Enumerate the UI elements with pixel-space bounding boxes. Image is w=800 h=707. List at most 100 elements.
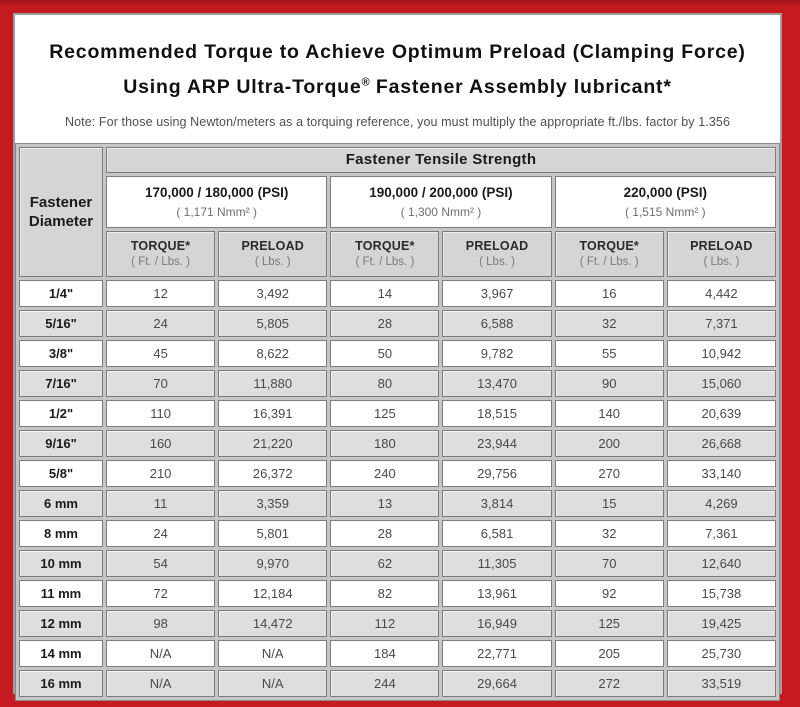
preload-190-cell: 9,782: [442, 339, 552, 367]
torque-190-cell: 112: [330, 609, 440, 637]
torque-170-cell: 24: [106, 519, 216, 547]
diameter-cell: 7/16": [19, 369, 103, 397]
torque-170-cell: 210: [106, 459, 216, 487]
torque-220-cell: 90: [554, 369, 664, 397]
torque-170-cell: N/A: [106, 669, 216, 697]
preload-190-cell: 22,771: [442, 639, 552, 667]
torque-190-cell: 244: [330, 669, 440, 697]
torque-220-cell: 55: [554, 339, 664, 367]
title-line-1: Recommended Torque to Achieve Optimum Pr…: [49, 41, 746, 63]
torque-header-220: TORQUE* ( Ft. / Lbs. ): [554, 230, 664, 277]
preload-220-cell: 10,942: [666, 339, 776, 367]
preload-220-cell: 33,140: [666, 459, 776, 487]
torque-170-cell: 45: [106, 339, 216, 367]
preload-220-cell: 25,730: [666, 639, 776, 667]
preload-190-cell: 23,944: [442, 429, 552, 457]
preload-220-cell: 7,371: [666, 309, 776, 337]
table-row: 7/16" 70 11,880 80 13,470 90 15,060: [19, 369, 776, 397]
diameter-cell: 10 mm: [19, 549, 103, 577]
preload-170-cell: N/A: [218, 639, 328, 667]
preload-170-cell: 26,372: [218, 459, 328, 487]
torque-190-cell: 180: [330, 429, 440, 457]
preload-190-cell: 29,664: [442, 669, 552, 697]
table-row: 1/4" 12 3,492 14 3,967 16 4,442: [19, 279, 776, 307]
preload-header-190: PRELOAD ( Lbs. ): [442, 230, 552, 277]
torque-header-190: TORQUE* ( Ft. / Lbs. ): [330, 230, 440, 277]
torque-220-cell: 272: [554, 669, 664, 697]
preload-190-cell: 13,961: [442, 579, 552, 607]
psi-group-header-row: 170,000 / 180,000 (PSI) ( 1,171 Nmm² ) 1…: [19, 175, 776, 228]
torque-190-cell: 28: [330, 309, 440, 337]
torque-header-170: TORQUE* ( Ft. / Lbs. ): [106, 230, 216, 277]
torque-170-cell: 98: [106, 609, 216, 637]
table-row: 16 mm N/A N/A 244 29,664 272 33,519: [19, 669, 776, 697]
nmm-label: ( 1,300 Nmm² ): [400, 204, 482, 219]
torque-220-cell: 15: [554, 489, 664, 517]
torque-190-cell: 28: [330, 519, 440, 547]
torque-170-cell: 12: [106, 279, 216, 307]
preload-170-cell: 12,184: [218, 579, 328, 607]
table-row: 1/2" 110 16,391 125 18,515 140 20,639: [19, 399, 776, 427]
torque-170-cell: N/A: [106, 639, 216, 667]
preload-170-cell: 11,880: [218, 369, 328, 397]
preload-220-cell: 12,640: [666, 549, 776, 577]
torque-170-cell: 54: [106, 549, 216, 577]
psi-group-220: 220,000 (PSI) ( 1,515 Nmm² ): [554, 175, 776, 228]
preload-170-cell: 8,622: [218, 339, 328, 367]
table-row: 6 mm 11 3,359 13 3,814 15 4,269: [19, 489, 776, 517]
preload-220-cell: 19,425: [666, 609, 776, 637]
preload-190-cell: 16,949: [442, 609, 552, 637]
diameter-column-header: Fastener Diameter: [19, 146, 103, 277]
preload-190-cell: 6,588: [442, 309, 552, 337]
torque-170-cell: 160: [106, 429, 216, 457]
preload-170-cell: 5,801: [218, 519, 328, 547]
title-line-2: Using ARP Ultra-Torque® Fastener Assembl…: [123, 75, 672, 98]
preload-190-cell: 3,967: [442, 279, 552, 307]
nmm-label: ( 1,171 Nmm² ): [176, 204, 257, 219]
preload-170-cell: 21,220: [218, 429, 328, 457]
table-row: 10 mm 54 9,970 62 11,305 70 12,640: [19, 549, 776, 577]
preload-header-170: PRELOAD ( Lbs. ): [218, 230, 328, 277]
torque-190-cell: 14: [330, 279, 440, 307]
table-row: 5/16" 24 5,805 28 6,588 32 7,371: [19, 309, 776, 337]
torque-220-cell: 205: [554, 639, 664, 667]
table-row: 11 mm 72 12,184 82 13,961 92 15,738: [19, 579, 776, 607]
diameter-cell: 5/8": [19, 459, 103, 487]
torque-220-cell: 70: [554, 549, 664, 577]
note-text: Note: For those using Newton/meters as a…: [64, 114, 730, 129]
preload-170-cell: N/A: [218, 669, 328, 697]
preload-170-cell: 16,391: [218, 399, 328, 427]
diameter-cell: 3/8": [19, 339, 103, 367]
preload-170-cell: 9,970: [218, 549, 328, 577]
torque-190-cell: 62: [330, 549, 440, 577]
preload-190-cell: 18,515: [442, 399, 552, 427]
psi-label: 170,000 / 180,000 (PSI): [144, 184, 289, 200]
torque-190-cell: 50: [330, 339, 440, 367]
diameter-cell: 12 mm: [19, 609, 103, 637]
preload-170-cell: 5,805: [218, 309, 328, 337]
tensile-strength-header: Fastener Tensile Strength: [106, 146, 776, 173]
torque-220-cell: 92: [554, 579, 664, 607]
preload-190-cell: 29,756: [442, 459, 552, 487]
psi-group-170: 170,000 / 180,000 (PSI) ( 1,171 Nmm² ): [106, 175, 328, 228]
diameter-cell: 5/16": [19, 309, 103, 337]
torque-170-cell: 70: [106, 369, 216, 397]
diameter-cell: 6 mm: [19, 489, 103, 517]
tensile-strength-header-row: Fastener Diameter Fastener Tensile Stren…: [19, 146, 776, 277]
diameter-cell: 1/2": [19, 399, 103, 427]
diameter-cell: 1/4": [19, 279, 103, 307]
table-body: 1/4" 12 3,492 14 3,967 16 4,442 5/16" 24…: [19, 279, 776, 697]
preload-220-cell: 26,668: [666, 429, 776, 457]
preload-220-cell: 33,519: [666, 669, 776, 697]
torque-170-cell: 110: [106, 399, 216, 427]
table-row: 8 mm 24 5,801 28 6,581 32 7,361: [19, 519, 776, 547]
table-row: 5/8" 210 26,372 240 29,756 270 33,140: [19, 459, 776, 487]
torque-190-cell: 184: [330, 639, 440, 667]
torque-190-cell: 240: [330, 459, 440, 487]
torque-170-cell: 72: [106, 579, 216, 607]
column-header-row: TORQUE* ( Ft. / Lbs. ) PRELOAD ( Lbs. ) …: [19, 230, 776, 277]
preload-170-cell: 14,472: [218, 609, 328, 637]
diameter-cell: 11 mm: [19, 579, 103, 607]
preload-190-cell: 11,305: [442, 549, 552, 577]
